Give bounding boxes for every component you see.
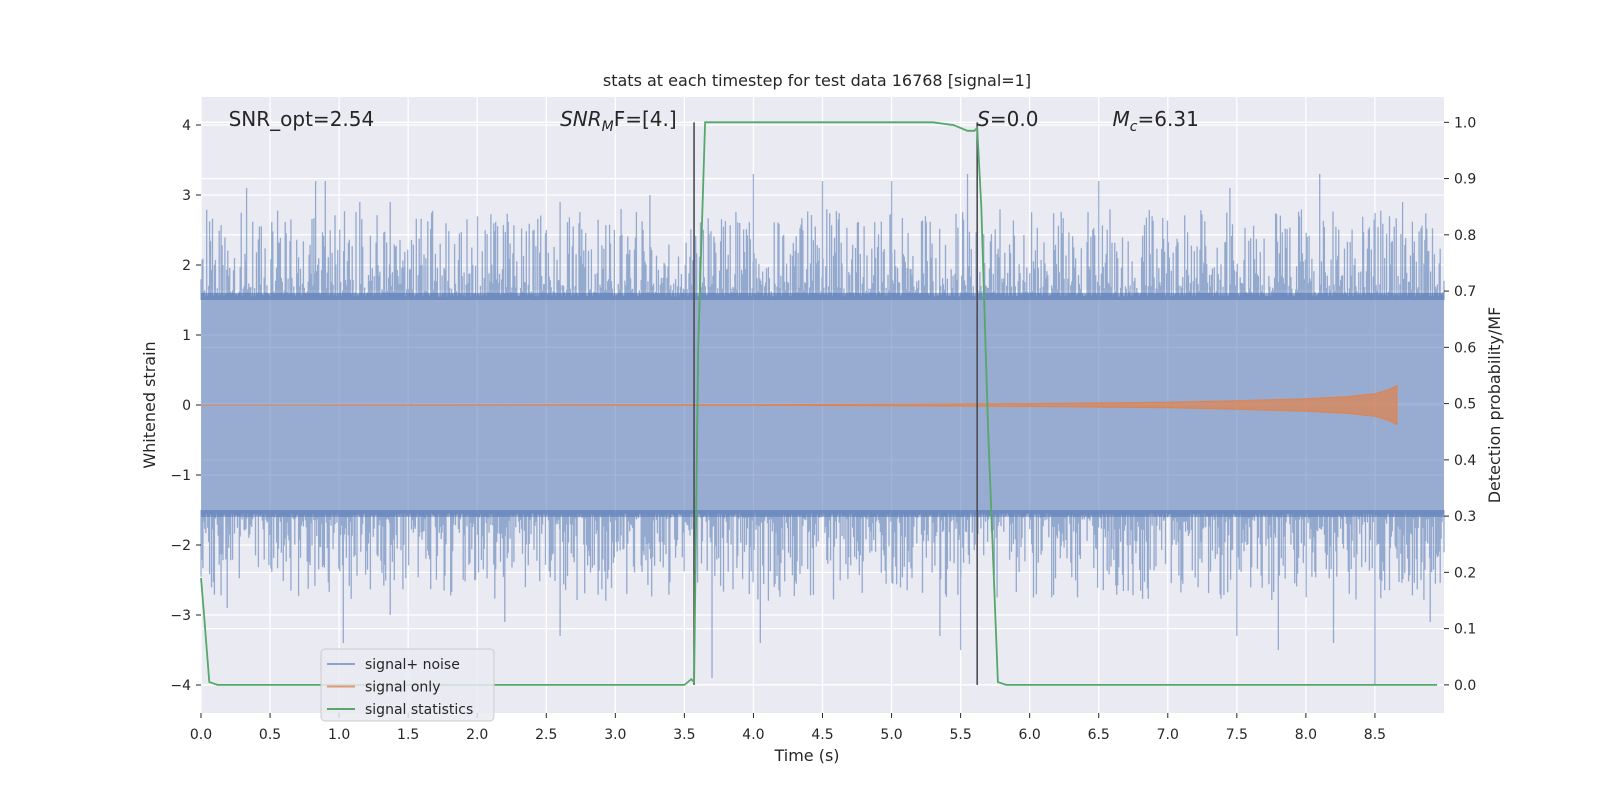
annotation-2: SNRMF=[4.] — [560, 107, 677, 135]
y2-tick-label: 0.8 — [1454, 228, 1476, 244]
y2-tick-label: 0.0 — [1454, 678, 1476, 694]
x-tick-label: 4.0 — [742, 727, 764, 743]
x-tick-label: 2.0 — [466, 727, 488, 743]
annotation-3: S=0.0 — [977, 107, 1038, 131]
annotation-base: M — [1113, 107, 1130, 131]
y-tick-label: 3 — [182, 188, 191, 204]
y2-tick-label: 0.4 — [1454, 453, 1476, 469]
y2-tick-label: 0.3 — [1454, 509, 1476, 525]
x-tick-label: 7.0 — [1157, 727, 1179, 743]
x-tick-label: 6.0 — [1019, 727, 1041, 743]
y2-tick-label: 0.9 — [1454, 172, 1476, 188]
chart-title: stats at each timestep for test data 167… — [603, 71, 1031, 90]
y2-tick-label: 0.7 — [1454, 284, 1476, 300]
x-tick-label: 5.0 — [880, 727, 902, 743]
x-tick-label: 0.0 — [190, 727, 212, 743]
x-axis-label: Time (s) — [773, 746, 839, 765]
x-tick-label: 2.5 — [535, 727, 557, 743]
x-tick-label: 3.0 — [604, 727, 626, 743]
x-tick-label: 8.5 — [1364, 727, 1386, 743]
annotation-base: S — [977, 107, 990, 131]
x-tick-label: 4.5 — [811, 727, 833, 743]
x-tick-label: 1.5 — [397, 727, 419, 743]
x-tick-label: 6.5 — [1088, 727, 1110, 743]
legend-entry: signal only — [365, 680, 440, 696]
y-axis-label: Whitened strain — [140, 341, 159, 468]
legend-box — [320, 648, 495, 722]
x-tick-label: 1.0 — [328, 727, 350, 743]
y2-tick-label: 1.0 — [1454, 115, 1476, 131]
y2-tick-label: 0.1 — [1454, 622, 1476, 638]
legend-entry: signal statistics — [365, 702, 473, 718]
y-tick-label: −1 — [170, 468, 191, 484]
noise-spikes-up — [200, 174, 1445, 300]
x-tick-label: 7.5 — [1226, 727, 1248, 743]
x-tick-label: 0.5 — [259, 727, 281, 743]
annotation-value: =6.31 — [1138, 107, 1199, 131]
series-signal-only — [200, 384, 1398, 426]
annotation-base: SNR — [560, 107, 602, 131]
x-tick-label: 3.5 — [673, 727, 695, 743]
series-signal-statistics — [200, 121, 1438, 686]
legend: signal+ noise signal only signal statistic… — [320, 648, 495, 722]
annotation-4: Mc=6.31 — [1113, 107, 1199, 135]
annotation-value: =0.0 — [990, 107, 1039, 131]
y-tick-label: −2 — [170, 538, 191, 554]
y-tick-label: 4 — [182, 118, 191, 134]
y-tick-label: −3 — [170, 608, 191, 624]
legend-entry: signal+ noise — [365, 657, 460, 673]
x-tick-label: 5.5 — [949, 727, 971, 743]
annotation-subscript: M — [602, 119, 614, 135]
series-layer — [200, 121, 1445, 686]
annotation-value: F=[4.] — [614, 107, 677, 131]
signal-envelope — [200, 384, 1398, 426]
y2-tick-label: 0.6 — [1454, 340, 1476, 356]
x-tick-label: 8.0 — [1295, 727, 1317, 743]
annotations: SNR_opt=2.54 SNRMF=[4.] S=0.0 Mc=6.31 — [229, 107, 1199, 135]
axes-layer: 0.0 0.5 1.0 1.5 2.0 2.5 3.0 3.5 4.0 4.5 5.0 5.5 6.0 6… — [170, 115, 1476, 743]
y2-axis-label: Detection probability/MF — [1485, 307, 1504, 504]
y-tick-label: 1 — [182, 328, 191, 344]
y-tick-label: 0 — [182, 398, 191, 414]
annotation-1: SNR_opt=2.54 — [229, 107, 375, 131]
annotation-subscript: c — [1130, 119, 1138, 135]
y2-tick-label: 0.2 — [1454, 565, 1476, 581]
y-tick-label: 2 — [182, 258, 191, 274]
y-tick-label: −4 — [170, 678, 191, 694]
noise-spikes-down — [200, 510, 1445, 685]
y2-tick-label: 0.5 — [1454, 397, 1476, 413]
